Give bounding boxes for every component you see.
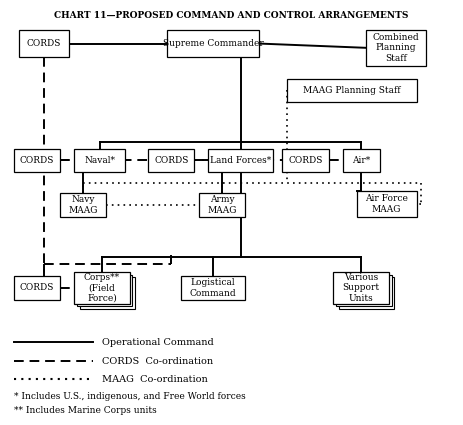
FancyBboxPatch shape xyxy=(336,275,392,306)
FancyBboxPatch shape xyxy=(14,276,60,300)
FancyBboxPatch shape xyxy=(343,149,380,172)
Text: CHART 11—PROPOSED COMMAND AND CONTROL ARRANGEMENTS: CHART 11—PROPOSED COMMAND AND CONTROL AR… xyxy=(54,11,409,20)
Text: Navy
MAAG: Navy MAAG xyxy=(69,196,98,215)
Text: * Includes U.S., indigenous, and Free World forces: * Includes U.S., indigenous, and Free Wo… xyxy=(14,391,246,401)
Text: Naval*: Naval* xyxy=(84,156,115,165)
FancyBboxPatch shape xyxy=(333,272,389,304)
Text: Combined
Planning
Staff: Combined Planning Staff xyxy=(373,33,419,63)
Text: CORDS  Co-ordination: CORDS Co-ordination xyxy=(102,357,213,366)
FancyBboxPatch shape xyxy=(19,30,69,57)
FancyBboxPatch shape xyxy=(80,277,135,309)
FancyBboxPatch shape xyxy=(167,30,259,57)
Text: Logistical
Command: Logistical Command xyxy=(190,278,236,298)
Text: CORDS: CORDS xyxy=(20,156,54,165)
FancyBboxPatch shape xyxy=(357,191,417,217)
Text: Supreme Commander: Supreme Commander xyxy=(163,39,263,48)
Text: MAAG  Co-ordination: MAAG Co-ordination xyxy=(102,374,207,384)
FancyBboxPatch shape xyxy=(74,149,125,172)
Text: CORDS: CORDS xyxy=(288,156,323,165)
FancyBboxPatch shape xyxy=(366,30,426,66)
FancyBboxPatch shape xyxy=(74,272,130,304)
FancyBboxPatch shape xyxy=(282,149,329,172)
FancyBboxPatch shape xyxy=(199,193,245,217)
Text: ** Includes Marine Corps units: ** Includes Marine Corps units xyxy=(14,405,156,415)
Text: Various
Support
Units: Various Support Units xyxy=(343,273,380,303)
FancyBboxPatch shape xyxy=(77,275,132,306)
Text: Air Force
MAAG: Air Force MAAG xyxy=(365,194,408,214)
FancyBboxPatch shape xyxy=(208,149,273,172)
Text: Operational Command: Operational Command xyxy=(102,337,213,347)
Text: Land Forces*: Land Forces* xyxy=(210,156,271,165)
FancyBboxPatch shape xyxy=(14,149,60,172)
Text: Corps**
(Field
Force): Corps** (Field Force) xyxy=(84,273,120,303)
FancyBboxPatch shape xyxy=(181,276,245,300)
FancyBboxPatch shape xyxy=(60,193,106,217)
Text: Air*: Air* xyxy=(352,156,370,165)
Text: CORDS: CORDS xyxy=(20,283,54,292)
FancyBboxPatch shape xyxy=(339,277,394,309)
FancyBboxPatch shape xyxy=(148,149,194,172)
Text: CORDS: CORDS xyxy=(154,156,188,165)
FancyBboxPatch shape xyxy=(287,79,417,102)
Text: Army
MAAG: Army MAAG xyxy=(207,196,237,215)
Text: MAAG Planning Staff: MAAG Planning Staff xyxy=(303,86,400,95)
Text: CORDS: CORDS xyxy=(27,39,61,48)
